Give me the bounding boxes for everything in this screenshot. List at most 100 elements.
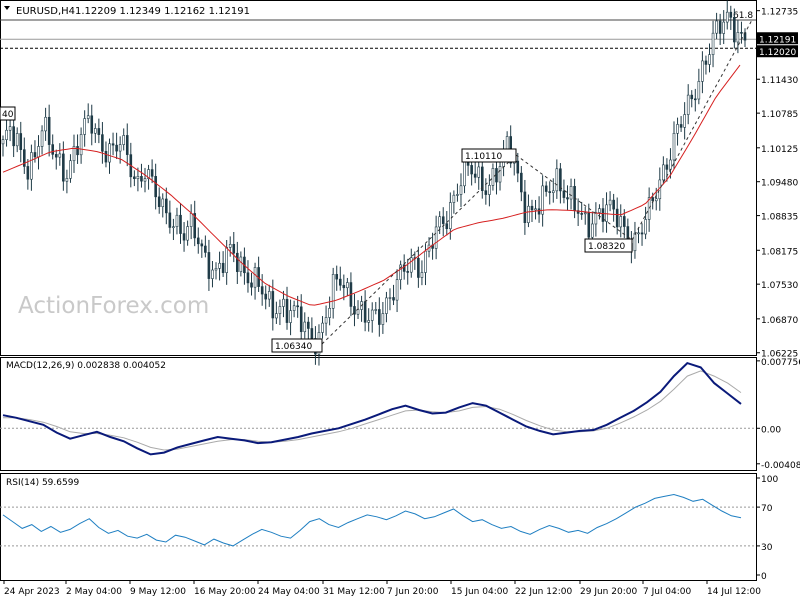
candle-body xyxy=(434,226,438,249)
price-tick-label: 1.10125 xyxy=(761,145,798,155)
candle-body xyxy=(108,143,111,163)
candle-body xyxy=(608,199,612,206)
candle-body xyxy=(125,135,129,155)
candle-body xyxy=(718,20,722,34)
candle-body xyxy=(221,262,225,273)
price-tick-label: 1.08175 xyxy=(761,247,798,257)
candle-body xyxy=(72,146,76,162)
candle-body xyxy=(480,166,484,191)
candle-body xyxy=(168,212,172,228)
candle-body xyxy=(598,208,601,213)
candle-body xyxy=(182,233,186,241)
candle-body xyxy=(619,216,623,228)
candle-body xyxy=(544,185,548,192)
time-tick-label: 2 May 04:00 xyxy=(66,587,122,597)
candle-body xyxy=(353,306,356,315)
candle-body xyxy=(601,208,605,222)
candle-body xyxy=(282,298,285,307)
candle-body xyxy=(193,213,197,239)
candle-body xyxy=(711,32,715,55)
candle-body xyxy=(69,160,72,179)
candle-body xyxy=(37,146,40,158)
candle-body xyxy=(477,166,481,178)
candle-body xyxy=(637,232,640,235)
candle-body xyxy=(253,267,257,288)
price-tick-label: 1.06870 xyxy=(761,316,798,326)
candle-body xyxy=(65,178,69,182)
candle-body xyxy=(30,152,33,180)
candle-body xyxy=(374,309,378,311)
candle-body xyxy=(189,213,193,227)
watermark: ActionForex.com xyxy=(18,293,209,319)
candle-body xyxy=(346,282,349,289)
price-tick-label: 1.06225 xyxy=(761,350,798,360)
candle-body xyxy=(225,247,228,273)
candle-body xyxy=(378,309,381,325)
macd-tick-label: 0.00 xyxy=(761,425,781,435)
candle-body xyxy=(207,252,211,279)
candle-body xyxy=(622,216,626,227)
candle-body xyxy=(101,134,104,152)
candle-body xyxy=(665,164,669,170)
macd-signal-line xyxy=(3,370,742,451)
candle-body xyxy=(555,168,559,192)
moving-average-line xyxy=(2,64,741,306)
candle-body xyxy=(463,160,466,187)
candle-body xyxy=(569,186,573,200)
candle-body xyxy=(236,252,239,272)
time-tick-label: 14 Jul 12:00 xyxy=(707,587,761,597)
candle-body xyxy=(392,297,395,301)
rsi-title: RSI(14) 59.6599 xyxy=(6,478,79,488)
price-tick-label: 1.11430 xyxy=(761,76,798,86)
candle-body xyxy=(335,274,339,280)
candle-body xyxy=(278,306,282,314)
candle-body xyxy=(722,21,725,34)
candle-body xyxy=(662,164,665,181)
time-tick-label: 31 May 12:00 xyxy=(323,587,385,597)
left-label-box xyxy=(0,106,16,121)
candle-body xyxy=(321,322,324,333)
candle-body xyxy=(456,194,459,196)
candle-body xyxy=(26,166,30,180)
candle-body xyxy=(367,320,370,323)
candle-body xyxy=(647,197,651,220)
candle-body xyxy=(200,243,204,247)
candle-body xyxy=(484,190,488,195)
candle-body xyxy=(292,305,296,311)
macd-line xyxy=(2,361,742,456)
candle-body xyxy=(679,124,683,128)
candle-body xyxy=(86,115,90,119)
time-tick-label: 16 May 20:00 xyxy=(194,587,256,597)
candle-body xyxy=(537,208,541,215)
candle-body xyxy=(310,328,314,339)
candle-body xyxy=(725,11,729,23)
rsi-tick-label: 30 xyxy=(761,543,773,553)
level-price-tag: 1.12020 xyxy=(759,48,796,58)
rsi-tick-label: 0 xyxy=(761,572,767,582)
high-label-box xyxy=(461,148,517,163)
candle-body xyxy=(505,136,509,151)
candle-body xyxy=(8,126,12,131)
candle-body xyxy=(83,118,86,135)
pullback-label-box xyxy=(584,238,633,253)
candle-body xyxy=(285,298,289,323)
fib-label: 61.8 xyxy=(733,11,753,21)
candle-body xyxy=(612,199,615,210)
candle-body xyxy=(534,208,537,211)
candle-body xyxy=(211,269,214,279)
candle-body xyxy=(161,198,165,207)
candle-body xyxy=(690,94,694,100)
candle-body xyxy=(708,54,711,65)
candle-body xyxy=(214,268,218,271)
candle-body xyxy=(516,160,520,174)
candle-body xyxy=(733,17,736,43)
candle-body xyxy=(186,226,189,241)
candle-body xyxy=(591,223,594,238)
candle-body xyxy=(406,271,410,273)
price-tick-label: 1.12735 xyxy=(761,8,798,18)
price-tick-label: 1.07530 xyxy=(761,281,798,291)
candle-body xyxy=(729,11,733,18)
candle-body xyxy=(76,146,79,156)
